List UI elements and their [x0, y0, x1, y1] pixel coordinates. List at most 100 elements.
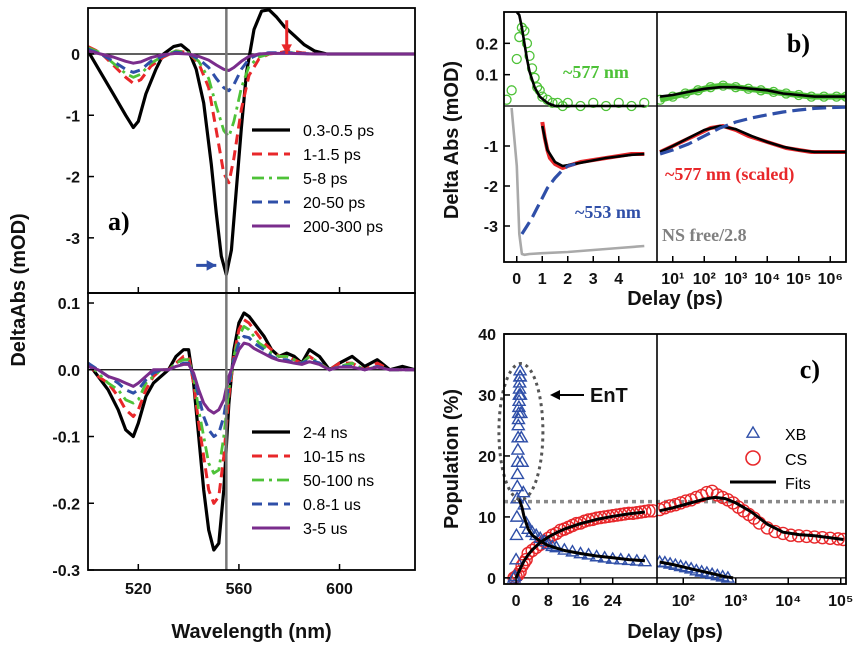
data-point: [526, 63, 538, 74]
y-tick-label: 0: [71, 47, 80, 64]
y-tick-label: -1: [484, 139, 498, 156]
arrow-head-0: [206, 260, 217, 271]
data-point-triangle: [508, 552, 524, 565]
series-line-1: [88, 45, 415, 185]
data-point-circle: [646, 504, 657, 518]
panel-label-b: b): [787, 29, 810, 58]
series-line-5: [510, 107, 645, 257]
data-point-triangle: [511, 411, 526, 425]
panel-label-a: a): [108, 207, 130, 236]
legend-label-3: 0.8-1 us: [303, 497, 361, 514]
x-tick-label: 520: [125, 581, 152, 598]
data-point: [537, 91, 548, 102]
legend-label-fits: Fits: [785, 476, 811, 493]
y-tick-label: 0.1: [476, 68, 498, 85]
y-tick-label: 40: [478, 327, 496, 344]
x-tick-label: 560: [226, 581, 253, 598]
legend-label-cs: CS: [785, 452, 807, 469]
data-point-triangle: [510, 479, 525, 492]
data-point-triangle: [512, 363, 528, 376]
data-point-triangle: [516, 485, 531, 498]
series-annotation-1: ~577 nm (scaled): [665, 164, 794, 185]
legend-label-0: 0.3-0.5 ps: [303, 123, 374, 140]
y-axis-label: DeltaAbs (mOD): [8, 213, 30, 366]
y-axis-label: Delta Abs (mOD): [441, 61, 463, 219]
data-point-triangle: [510, 442, 526, 455]
y-tick-label: -2: [484, 179, 498, 196]
fit-line-cs-log: [659, 495, 844, 541]
data-point: [562, 97, 573, 109]
y-tick-label: -3: [66, 231, 80, 248]
y-tick-label: -0.1: [52, 430, 80, 447]
panel-b: 0.2 0.1 -1 -2 -3 0 1 2 3 4 10¹ 10² 10³ 10⁴ 10⁵ 10⁶ b) ~57…: [441, 11, 847, 310]
data-point-triangle: [511, 393, 527, 406]
ent-arrow-head: [550, 389, 560, 400]
x-tick-label: 10¹: [661, 271, 684, 288]
x-tick-label: 10⁵: [786, 271, 811, 288]
data-point-circle: [549, 526, 564, 541]
legend-label-2: 50-100 ns: [303, 473, 374, 490]
y-tick-label: 0.0: [58, 363, 80, 380]
x-tick-label: 10²: [693, 271, 716, 288]
data-point-triangle: [514, 430, 529, 443]
x-axis-label: Delay (ps): [627, 288, 723, 310]
data-point: [511, 53, 522, 65]
data-point-triangle: [511, 418, 526, 431]
y-tick-label: -2: [66, 170, 80, 187]
legend-label-1: 1-1.5 ps: [303, 147, 361, 164]
x-tick-label: 8: [544, 593, 553, 610]
series-line-1: [515, 12, 645, 108]
series-line-4: [88, 49, 415, 72]
data-point-triangle: [513, 387, 528, 400]
panel-c: EnT 40 30 20 10 00 8 16 24 10² 10³ 10⁴ 10⁵ c) XB CS Fits…: [441, 327, 853, 643]
legend-label-1: 10-15 ns: [303, 449, 365, 466]
data-point-triangle: [509, 527, 524, 541]
plot-frame: [87, 292, 416, 571]
y-tick-label: -0.3: [52, 563, 80, 580]
series-annotation-0: ~577 nm: [563, 62, 629, 82]
legend-label-4: 200-300 ps: [303, 219, 383, 236]
x-tick-label: 0: [512, 271, 521, 288]
y-tick-label: 0.2: [476, 36, 498, 53]
legend-label-3: 20-50 ps: [303, 195, 365, 212]
x-tick-label: 24: [604, 593, 622, 610]
data-point: [588, 97, 599, 109]
y-axis-label: Population (%): [441, 389, 463, 529]
series-line-3: [541, 125, 645, 168]
ent-ellipse: [497, 362, 545, 502]
x-tick-label: 0: [512, 593, 521, 610]
legend-label-4: 3-5 us: [303, 521, 347, 538]
panel-a-bottom: 0.1 0.0 -0.1 -0.2 -0.3 520 560 600 2-4 ns 10-15 n…: [52, 292, 416, 643]
x-tick-label: 4: [614, 271, 623, 288]
data-point-triangle: [510, 466, 525, 480]
series-annotation-2: ~553 nm: [575, 202, 641, 222]
legend-swatch-cs: [745, 450, 761, 466]
series-line-2: [88, 325, 415, 475]
x-axis-label: Wavelength (nm): [171, 621, 331, 643]
ent-label: EnT: [590, 385, 628, 407]
y-tick-label: -3: [484, 219, 498, 236]
series-line-log-1: [659, 85, 846, 98]
data-point-triangle: [513, 369, 528, 382]
fit-line-xb-log: [659, 560, 734, 580]
series-annotation-3: NS free/2.8: [662, 225, 747, 245]
data-point: [521, 38, 533, 49]
y-tick-label: 20: [478, 449, 496, 466]
y-tick-label: 10: [478, 510, 496, 527]
data-point: [552, 97, 563, 109]
series-line-0: [88, 311, 415, 552]
x-axis-label: Delay (ps): [627, 621, 723, 643]
data-point-circle: [517, 555, 531, 570]
data-point: [529, 72, 540, 83]
y-tick-label: -0.2: [52, 496, 80, 513]
panel-label-c: c): [800, 355, 820, 384]
data-point-triangle: [509, 509, 525, 522]
data-point-triangle: [509, 491, 525, 504]
data-point-triangle: [514, 454, 530, 467]
series-line-log-4: [659, 105, 846, 156]
x-tick-label: 600: [326, 581, 353, 598]
legend-label-2: 5-8 ps: [303, 171, 347, 188]
series-line-3: [88, 334, 415, 438]
data-point: [524, 50, 535, 62]
x-tick-label: 10⁴: [775, 593, 801, 610]
